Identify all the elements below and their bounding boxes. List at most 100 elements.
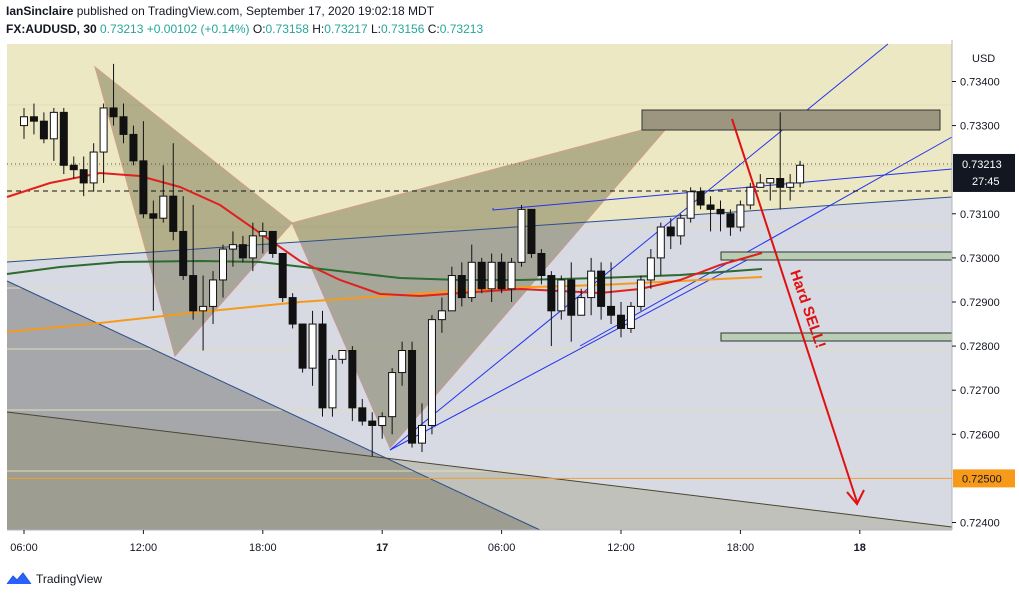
candle-down (238, 244, 247, 259)
y-tick-label: 0.73400 (960, 76, 1000, 88)
price-chart[interactable]: Hard SELL! USD0.734000.733000.731000.730… (0, 40, 1019, 565)
candle-down (597, 270, 606, 307)
publish-line: IanSinclaire published on TradingView.co… (6, 2, 483, 20)
candle-down (278, 252, 287, 299)
candle-down (288, 297, 297, 325)
candle-up (736, 204, 745, 228)
time-axis-bg (0, 530, 1019, 565)
candle-up (587, 270, 596, 299)
candle-up (626, 305, 635, 329)
candle-down (726, 213, 735, 228)
candle-up (258, 230, 267, 237)
time-axis[interactable]: 06:00 12:00 18:00 17 06:00 12:00 18:00 18 (0, 529, 1019, 565)
candle-down (79, 169, 88, 184)
candle-down (477, 261, 486, 290)
candle-up (209, 279, 218, 307)
candle-up (308, 323, 317, 369)
candle-up (636, 279, 645, 307)
y-tick-label: 0.72400 (960, 518, 1000, 530)
candle-down (149, 213, 158, 219)
symbol-line: FX:AUDUSD, 30 0.73213 +0.00102 (+0.14%) … (6, 20, 483, 38)
candle-up (228, 244, 237, 250)
candle-down (298, 323, 307, 369)
open-value: 0.73158 (265, 22, 309, 36)
close-label: C: (427, 22, 440, 36)
candle-down (109, 107, 118, 118)
price-badge (953, 153, 1015, 192)
author-name[interactable]: IanSinclaire (6, 4, 74, 18)
candle-down (358, 407, 367, 422)
x-tick-label: 18:00 (727, 542, 755, 554)
candle-down (617, 314, 625, 329)
level-badge-value: 0.72500 (962, 473, 1002, 485)
level-badge (953, 469, 1015, 488)
candle-up (328, 358, 337, 409)
y-tick-label: 0.72800 (960, 341, 1000, 353)
candle-up (20, 116, 28, 127)
candle-up (676, 217, 685, 237)
candle-down (368, 420, 377, 426)
candle-up (248, 235, 257, 259)
candle-up (746, 186, 755, 206)
sell-arrow-head (846, 489, 865, 506)
candle-down (268, 230, 277, 254)
y-tick-label: 0.73300 (960, 121, 1000, 133)
candle-down (497, 261, 506, 290)
chart-header: IanSinclaire published on TradingView.co… (6, 2, 483, 38)
price-badge-countdown: 27:45 (972, 176, 1000, 188)
candle-up (99, 107, 108, 153)
candle-up (507, 261, 516, 290)
candle-up (338, 350, 347, 360)
candle-up (766, 178, 775, 184)
candle-down (318, 323, 327, 409)
y-tick-label: 0.72900 (960, 297, 1000, 309)
brand-name[interactable]: TradingView (36, 572, 103, 586)
x-tick-label: 06:00 (10, 542, 38, 554)
candle-up (557, 279, 566, 312)
channel-top-line (6, 196, 953, 263)
candle-up (388, 372, 397, 418)
candle-down (69, 164, 78, 171)
ma-green (6, 259, 763, 281)
candle-down (179, 230, 188, 277)
candle-up (427, 319, 436, 426)
tradingview-logo-icon (6, 572, 32, 585)
sell-arrow-line (731, 118, 858, 503)
candle-down (129, 133, 138, 162)
candle-down (59, 111, 68, 166)
symbol-label: FX:AUDUSD, 30 (6, 22, 97, 36)
candle-up (656, 226, 665, 259)
candle-up (796, 164, 805, 184)
fan-line-3 (389, 251, 763, 451)
candle-down (119, 116, 128, 135)
x-tick-label: 12:00 (607, 542, 635, 554)
supply-box (641, 109, 941, 131)
candle-down (189, 275, 198, 312)
y-tick-label: 0.72700 (960, 385, 1000, 397)
x-tick-label: 12:00 (130, 542, 158, 554)
candle-up (577, 297, 586, 316)
candle-series (20, 63, 805, 457)
high-label: H: (312, 22, 325, 36)
demand-box-1 (720, 251, 953, 261)
candle-up (199, 305, 208, 312)
price-badge-value: 0.73213 (962, 159, 1002, 171)
candle-up (517, 208, 526, 263)
long-trend-line (6, 411, 953, 528)
candle-down (547, 275, 556, 312)
x-tick-label: 18:00 (249, 542, 277, 554)
fan-line-2 (579, 136, 953, 347)
candle-up (467, 261, 476, 299)
candle-down (348, 350, 357, 409)
demand-box-2 (720, 332, 953, 342)
candle-up (219, 248, 227, 281)
price-axis[interactable]: USD 0.73400 0.73300 0.73100 0.73000 0.72900 0.… (951, 40, 1019, 565)
candle-up (418, 424, 426, 444)
footer: TradingView (6, 568, 102, 590)
candle-up (398, 350, 407, 374)
candle-up (447, 275, 456, 312)
candle-down (666, 226, 675, 237)
candle-up (89, 151, 98, 184)
candle-up (487, 261, 496, 290)
candle-down (527, 208, 536, 254)
